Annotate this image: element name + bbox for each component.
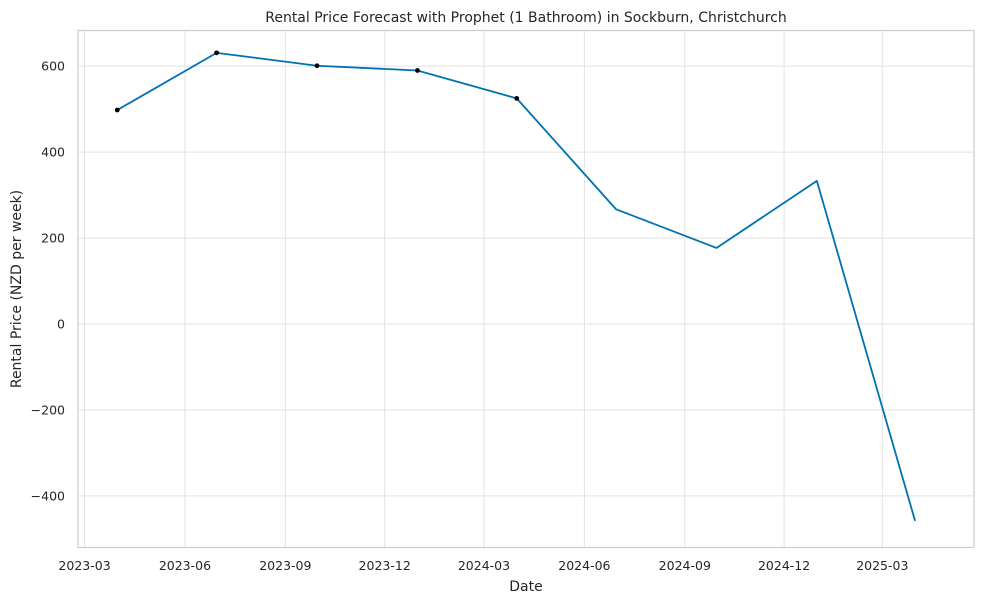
x-tick-label: 2024-03 [458,558,510,573]
grid-lines [78,30,974,548]
observed-point [415,68,420,73]
x-tick-label: 2024-12 [758,558,810,573]
x-tick-label: 2024-09 [659,558,711,573]
observed-point [214,50,220,56]
plot-frame [77,29,975,549]
observed-point [514,96,520,101]
series-lines [116,51,916,522]
x-tick-label: 2023-09 [259,558,311,573]
observed-points [114,50,520,113]
y-tick-label: −400 [31,488,65,503]
observed-point [314,63,320,69]
y-tick-labels: 600 400 200 0 −200 −400 [31,59,65,504]
y-tick-label: 200 [41,231,65,246]
x-tick-label: 2025-03 [856,558,908,573]
y-tick-label: 0 [57,317,65,332]
y-tick-label: −200 [31,402,65,417]
x-tick-label: 2024-06 [558,558,610,573]
x-axis-label: Date [509,579,542,595]
forecast-line [116,51,916,522]
chart-title: Rental Price Forecast with Prophet (1 Ba… [265,10,787,26]
x-tick-label: 2023-03 [58,558,110,573]
x-tick-label: 2023-12 [359,558,411,573]
observed-point [114,107,120,113]
y-tick-label: 600 [41,59,65,74]
y-tick-label: 400 [41,145,65,160]
y-axis-label: Rental Price (NZD per week) [9,190,25,388]
x-tick-label: 2023-06 [159,558,211,573]
x-tick-labels: 2023-03 2023-06 2023-09 2023-12 2024-03 2024-… [58,558,908,573]
